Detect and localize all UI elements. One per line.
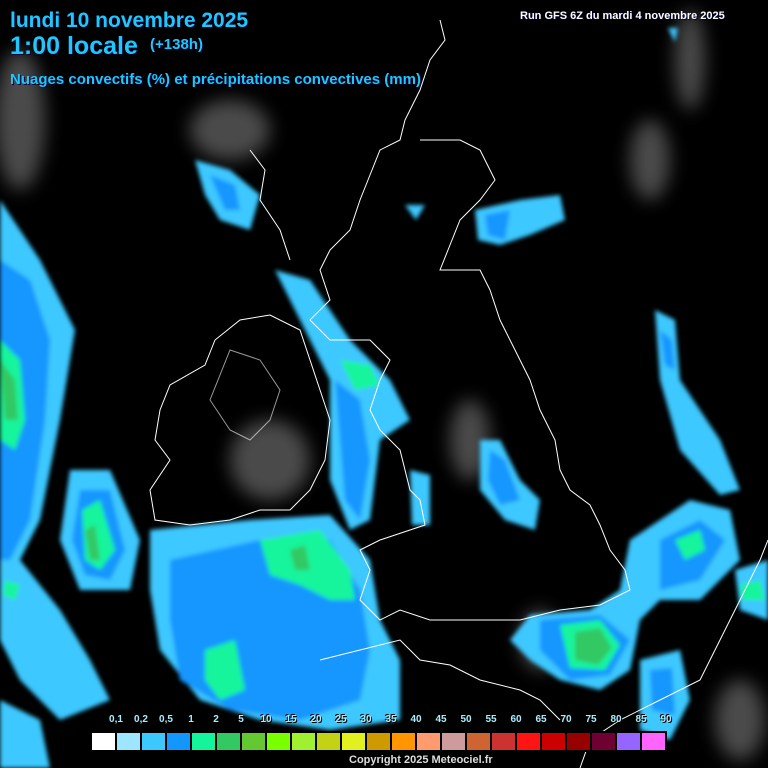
legend-label: 40 [410, 714, 422, 725]
legend-label: 5 [238, 714, 244, 725]
legend-swatch [616, 732, 641, 751]
forecast-date: lundi 10 novembre 2025 [10, 9, 249, 32]
legend-swatch [116, 732, 141, 751]
model-run-info: Run GFS 6Z du mardi 4 novembre 2025 [520, 10, 725, 22]
legend-swatch [491, 732, 516, 751]
legend-swatch [291, 732, 316, 751]
legend-label: 0,2 [134, 714, 148, 725]
legend-label: 50 [460, 714, 472, 725]
legend-label: 35 [385, 714, 397, 725]
legend-swatch [566, 732, 591, 751]
legend-swatch [266, 732, 291, 751]
legend-swatch [641, 732, 666, 751]
legend-label: 1 [188, 714, 194, 725]
legend-swatch [191, 732, 216, 751]
legend-label: 30 [360, 714, 372, 725]
legend-swatch [441, 732, 466, 751]
legend-label: 0,5 [159, 714, 173, 725]
legend-swatch [591, 732, 616, 751]
legend-swatch [91, 732, 116, 751]
legend-label: 75 [585, 714, 597, 725]
legend-label: 0,1 [109, 714, 123, 725]
legend-swatch [316, 732, 341, 751]
legend-swatch [341, 732, 366, 751]
legend-label: 55 [485, 714, 497, 725]
legend-label: 90 [660, 714, 672, 725]
legend-label: 10 [260, 714, 272, 725]
legend-label: 45 [435, 714, 447, 725]
legend-swatch [166, 732, 191, 751]
legend-swatch [541, 732, 566, 751]
legend-label: 2 [213, 714, 219, 725]
legend-swatch [516, 732, 541, 751]
legend-label: 15 [285, 714, 297, 725]
legend-swatch [366, 732, 391, 751]
legend-label: 70 [560, 714, 572, 725]
legend-label: 25 [335, 714, 347, 725]
legend-label: 60 [510, 714, 522, 725]
legend-swatch [216, 732, 241, 751]
legend-swatch [241, 732, 266, 751]
legend-label: 65 [535, 714, 547, 725]
convective-precip-layer [0, 28, 768, 768]
forecast-hour: 1:00 locale [10, 32, 138, 60]
lead-time: (+138h) [150, 36, 203, 53]
legend-swatch [416, 732, 441, 751]
color-legend [90, 731, 667, 752]
legend-swatch [466, 732, 491, 751]
legend-swatch [141, 732, 166, 751]
legend-label: 80 [610, 714, 622, 725]
copyright: Copyright 2025 Meteociel.fr [349, 754, 493, 766]
parameter-title: Nuages convectifs (%) et précipitations … [10, 71, 421, 88]
legend-label: 20 [310, 714, 322, 725]
legend-label: 85 [635, 714, 647, 725]
legend-swatch [391, 732, 416, 751]
